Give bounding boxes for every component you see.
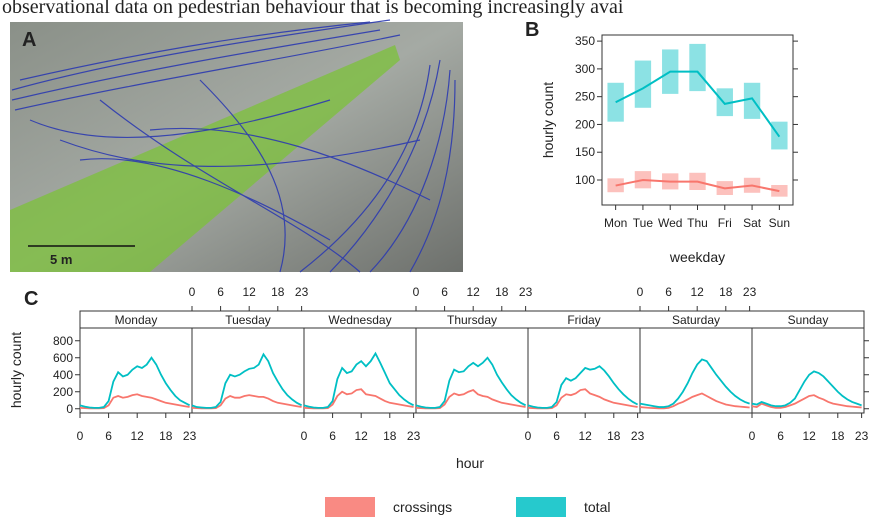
x-tick-label: 18 <box>607 429 621 443</box>
x-tick-label: 18 <box>383 429 397 443</box>
box <box>689 43 706 92</box>
x-tick-label: 0 <box>525 429 532 443</box>
panel-label: C <box>24 288 38 310</box>
x-tick-label: 0 <box>749 429 756 443</box>
y-axis-label: hourly count <box>540 82 556 158</box>
panel-label: A <box>22 29 36 51</box>
line <box>415 356 527 409</box>
x-tick-label: Wed <box>658 216 682 230</box>
x-axis-label: weekday <box>669 249 725 265</box>
line <box>191 394 302 410</box>
x-tick-label: 6 <box>441 285 448 299</box>
photo-panel: A 5 m <box>10 19 463 273</box>
x-tick-label: 6 <box>329 429 336 443</box>
x-tick-label: 23 <box>183 429 197 443</box>
y-tick-label: 0 <box>66 402 73 416</box>
x-tick-label: 23 <box>519 285 533 299</box>
y-tick-label: 200 <box>575 117 595 131</box>
panel-label: B <box>525 19 539 41</box>
x-tick-label: 18 <box>495 285 509 299</box>
x-tick-label: 6 <box>105 429 112 443</box>
y-tick-label: 400 <box>53 368 73 382</box>
line <box>751 394 862 409</box>
facet-label: Friday <box>567 313 600 327</box>
facet-frame <box>639 327 753 414</box>
y-tick-label: 150 <box>575 145 595 159</box>
x-tick-label: 6 <box>777 429 784 443</box>
x-tick-label: 12 <box>803 429 817 443</box>
line <box>639 358 750 408</box>
x-tick-label: 23 <box>295 285 309 299</box>
facet-label: Monday <box>115 313 158 327</box>
box <box>607 82 624 122</box>
x-tick-label: 0 <box>189 285 196 299</box>
x-tick-label: 0 <box>77 429 84 443</box>
x-tick-label: Sat <box>743 216 762 230</box>
x-tick-label: 6 <box>553 429 560 443</box>
x-tick-label: 12 <box>467 285 481 299</box>
y-tick-label: 800 <box>53 334 73 348</box>
x-tick-label: 12 <box>691 285 705 299</box>
line <box>615 70 781 138</box>
line <box>751 370 862 408</box>
facet-label: Wednesday <box>328 313 391 327</box>
x-axis-label: hour <box>456 455 484 471</box>
legend-swatch <box>516 497 566 517</box>
x-tick-label: 18 <box>831 429 845 443</box>
facet-frame <box>191 327 305 414</box>
x-tick-label: 18 <box>271 285 285 299</box>
y-tick-label: 250 <box>575 90 595 104</box>
x-tick-label: Thu <box>687 216 708 230</box>
x-tick-label: 0 <box>637 285 644 299</box>
y-tick-label: 600 <box>53 351 73 365</box>
legend-swatch <box>325 497 375 517</box>
x-tick-label: 6 <box>665 285 672 299</box>
y-tick-label: 300 <box>575 62 595 76</box>
x-tick-label: 18 <box>159 429 173 443</box>
x-tick-label: Tue <box>633 216 654 230</box>
scale-label: 5 m <box>50 252 72 267</box>
y-tick-label: 200 <box>53 385 73 399</box>
x-tick-label: Mon <box>604 216 627 230</box>
y-tick-label: 100 <box>575 173 595 187</box>
line <box>79 356 191 409</box>
x-tick-label: 6 <box>217 285 224 299</box>
line <box>191 352 303 409</box>
line <box>79 393 190 410</box>
facet-label: Sunday <box>788 313 829 327</box>
y-tick-label: 350 <box>575 34 595 48</box>
legend-label: crossings <box>393 499 452 515</box>
x-tick-label: 23 <box>743 285 757 299</box>
box <box>634 60 652 108</box>
x-tick-label: Fri <box>718 216 732 230</box>
x-tick-label: 23 <box>631 429 645 443</box>
legend-label: total <box>584 499 610 515</box>
x-tick-label: 0 <box>413 285 420 299</box>
x-tick-label: 12 <box>131 429 145 443</box>
y-axis-label: hourly count <box>8 332 24 408</box>
facet-frame <box>79 327 193 414</box>
x-tick-label: 12 <box>243 285 257 299</box>
x-tick-label: Sun <box>769 216 790 230</box>
x-tick-label: 12 <box>355 429 369 443</box>
x-tick-label: 23 <box>407 429 421 443</box>
line <box>303 351 415 409</box>
facet-label: Thursday <box>447 313 497 327</box>
x-tick-label: 12 <box>579 429 593 443</box>
box <box>716 88 733 117</box>
line <box>639 392 750 410</box>
x-tick-label: 0 <box>301 429 308 443</box>
line <box>615 178 780 193</box>
x-tick-label: 18 <box>719 285 733 299</box>
x-tick-label: 23 <box>855 429 869 443</box>
line <box>527 365 639 409</box>
facet-label: Tuesday <box>225 313 271 327</box>
caption-text: observational data on pedestrian behavio… <box>2 0 624 18</box>
box <box>743 82 761 119</box>
facet-label: Saturday <box>672 313 720 327</box>
facet-frame <box>415 327 529 414</box>
facet-frame <box>303 327 417 414</box>
